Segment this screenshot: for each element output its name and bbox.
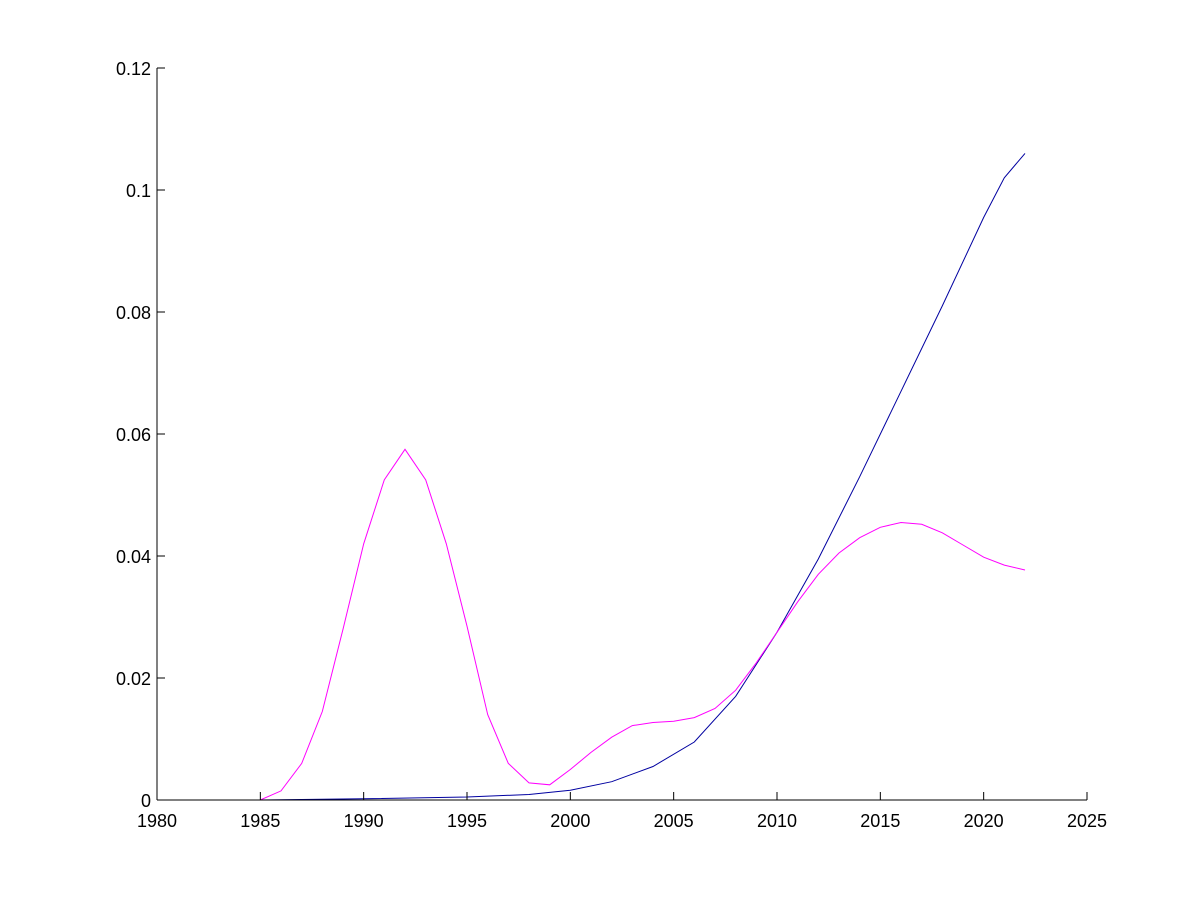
x-tick-label: 2015	[860, 811, 900, 831]
y-tick-label: 0.06	[116, 425, 151, 445]
series-line-1	[157, 153, 1026, 801]
y-tick-label: 0.1	[126, 181, 151, 201]
x-tick-label: 1985	[240, 811, 280, 831]
y-tick-label: 0.08	[116, 303, 151, 323]
x-tick-label: 1995	[447, 811, 487, 831]
y-tick-label: 0.02	[116, 669, 151, 689]
axes: 0 0.02 0.04 0.06 0.08 0.1 0.12 1980 1985 1990 1995…	[116, 59, 1107, 831]
y-tick-label: 0.04	[116, 547, 151, 567]
y-tick-label: 0.12	[116, 59, 151, 79]
x-tick-label: 2025	[1067, 811, 1107, 831]
series-line-2	[157, 448, 1026, 801]
x-tick-label: 2010	[757, 811, 797, 831]
x-tick-label: 1980	[137, 811, 177, 831]
x-tick-label: 2005	[654, 811, 694, 831]
plot-area	[157, 153, 1026, 801]
x-tick-label: 2000	[550, 811, 590, 831]
x-tick-label: 2020	[964, 811, 1004, 831]
y-tick-label: 0	[141, 791, 151, 811]
x-tick-label: 1990	[344, 811, 384, 831]
